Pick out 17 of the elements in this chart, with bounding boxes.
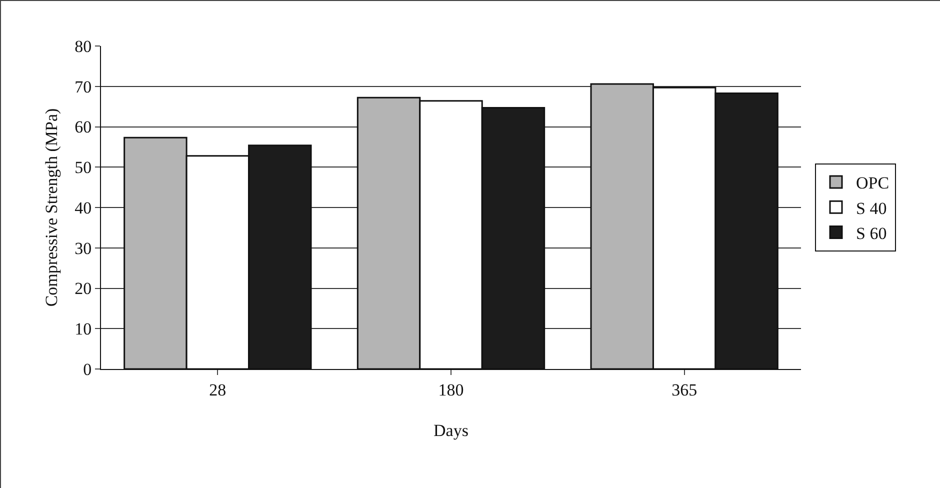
x-tick-label: 180 [438, 380, 464, 400]
y-tick-label: 10 [74, 320, 92, 339]
y-axis-title: Compressive Strength (MPa) [42, 108, 61, 307]
y-tick-label: 70 [74, 77, 92, 96]
y-tick-label: 20 [74, 279, 92, 298]
legend-label: S 40 [856, 198, 887, 218]
x-tick-label: 28 [209, 380, 226, 400]
legend-label: S 60 [856, 224, 887, 243]
y-tick-label: 60 [74, 118, 92, 137]
x-axis-title: Days [434, 420, 468, 440]
y-tick-label: 40 [74, 198, 92, 218]
legend-label: OPC [856, 174, 890, 193]
y-tick-label: 80 [74, 36, 92, 56]
y-tick-label: 50 [74, 158, 92, 178]
x-tick-label: 365 [672, 380, 698, 400]
y-tick-label: 0 [83, 360, 92, 379]
y-tick-label: 30 [74, 238, 92, 258]
